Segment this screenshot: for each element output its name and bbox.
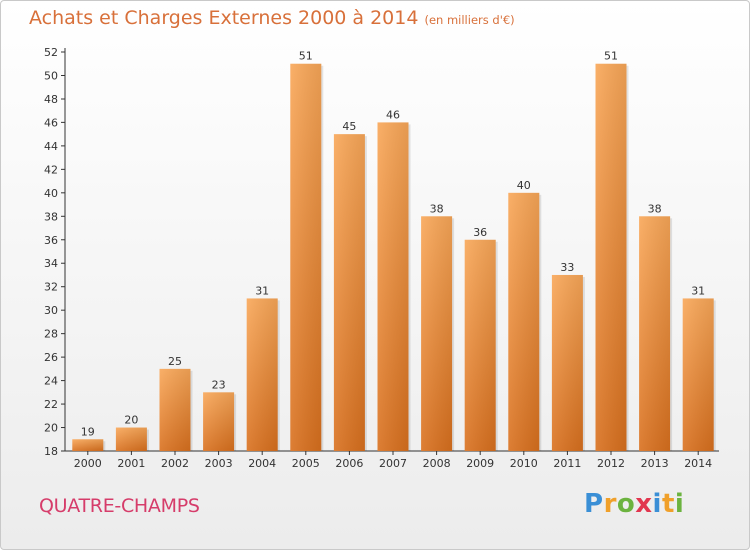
bar-highlight bbox=[682, 298, 714, 451]
bar-highlight bbox=[333, 134, 365, 451]
y-tick-label: 22 bbox=[44, 398, 58, 411]
y-tick-label: 46 bbox=[44, 116, 58, 129]
data-label: 45 bbox=[342, 120, 356, 133]
data-label: 31 bbox=[691, 284, 705, 297]
y-tick-label: 38 bbox=[44, 210, 58, 223]
data-label: 38 bbox=[648, 202, 662, 215]
bar-highlight bbox=[377, 122, 409, 451]
bar-highlight bbox=[159, 368, 191, 451]
x-tick-label: 2004 bbox=[248, 457, 276, 470]
data-label: 25 bbox=[168, 355, 182, 368]
logo-letter: i bbox=[652, 489, 662, 519]
bar-highlight bbox=[551, 274, 583, 451]
logo-letter: i bbox=[674, 489, 685, 519]
x-tick-label: 2000 bbox=[74, 457, 102, 470]
bar-highlight bbox=[290, 63, 322, 452]
y-tick-label: 32 bbox=[44, 281, 58, 294]
x-tick-label: 2009 bbox=[466, 457, 494, 470]
bar-highlight bbox=[246, 298, 278, 451]
data-label: 19 bbox=[81, 425, 95, 438]
logo-letter: P bbox=[584, 489, 604, 519]
y-tick-label: 18 bbox=[44, 445, 58, 458]
data-label: 46 bbox=[386, 108, 400, 121]
chart-title: Achats et Charges Externes 2000 à 2014 (e… bbox=[29, 7, 515, 29]
y-tick-label: 36 bbox=[44, 234, 58, 247]
bar-highlight bbox=[508, 192, 540, 451]
y-tick-label: 40 bbox=[44, 187, 58, 200]
bar-highlight bbox=[115, 427, 147, 451]
bar-highlight bbox=[421, 216, 453, 451]
x-tick-label: 2002 bbox=[161, 457, 189, 470]
x-tick-label: 2005 bbox=[292, 457, 320, 470]
proxiti-logo: Proxiti bbox=[584, 489, 684, 519]
data-label: 31 bbox=[255, 284, 269, 297]
logo-letter: r bbox=[603, 489, 617, 519]
commune-name: QUATRE-CHAMPS bbox=[39, 495, 200, 517]
chart-title-text: Achats et Charges Externes 2000 à 2014 bbox=[29, 7, 419, 29]
y-tick-label: 30 bbox=[44, 304, 58, 317]
logo-letter: t bbox=[661, 489, 675, 519]
bar-highlight bbox=[72, 439, 104, 451]
x-tick-label: 2014 bbox=[684, 457, 712, 470]
bar-highlight bbox=[595, 63, 627, 452]
data-label: 20 bbox=[124, 414, 138, 427]
x-tick-label: 2006 bbox=[335, 457, 363, 470]
x-tick-label: 2011 bbox=[553, 457, 581, 470]
x-tick-label: 2003 bbox=[205, 457, 233, 470]
data-label: 23 bbox=[212, 378, 226, 391]
logo-letter: o bbox=[616, 489, 636, 519]
bar-highlight bbox=[203, 392, 235, 451]
chart-subtitle: (en milliers d'€) bbox=[424, 13, 515, 27]
y-tick-label: 50 bbox=[44, 69, 58, 82]
data-label: 38 bbox=[430, 202, 444, 215]
bar-highlight bbox=[639, 216, 671, 451]
logo-letter: x bbox=[635, 489, 653, 519]
data-label: 33 bbox=[560, 261, 574, 274]
y-tick-label: 52 bbox=[44, 46, 58, 59]
y-tick-label: 20 bbox=[44, 422, 58, 435]
y-tick-label: 34 bbox=[44, 257, 58, 270]
bar-highlight bbox=[464, 239, 496, 451]
y-tick-label: 42 bbox=[44, 163, 58, 176]
data-label: 36 bbox=[473, 226, 487, 239]
y-tick-label: 26 bbox=[44, 351, 58, 364]
x-tick-label: 2008 bbox=[423, 457, 451, 470]
data-label: 40 bbox=[517, 179, 531, 192]
x-tick-label: 2012 bbox=[597, 457, 625, 470]
x-tick-label: 2013 bbox=[641, 457, 669, 470]
y-tick-label: 24 bbox=[44, 375, 58, 388]
y-tick-label: 28 bbox=[44, 328, 58, 341]
x-tick-label: 2001 bbox=[117, 457, 145, 470]
y-tick-label: 44 bbox=[44, 140, 58, 153]
x-tick-label: 2007 bbox=[379, 457, 407, 470]
x-tick-label: 2010 bbox=[510, 457, 538, 470]
data-label: 51 bbox=[299, 50, 313, 63]
data-label: 51 bbox=[604, 50, 618, 63]
y-tick-label: 48 bbox=[44, 93, 58, 106]
